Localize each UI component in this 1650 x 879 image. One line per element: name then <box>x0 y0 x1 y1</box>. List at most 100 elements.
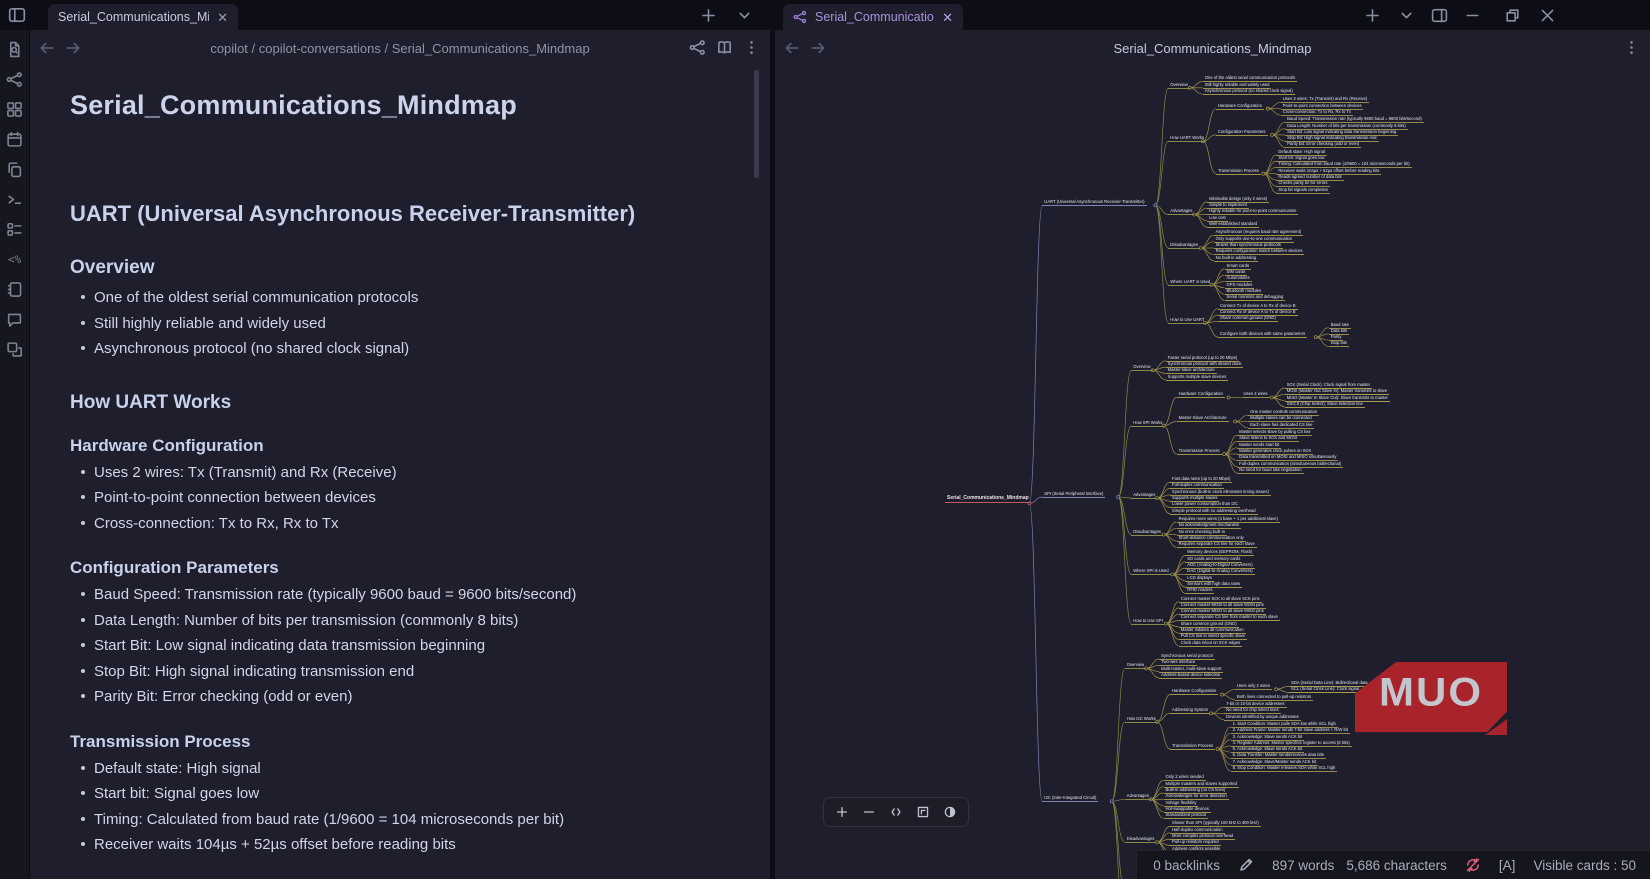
calendar-icon[interactable] <box>6 131 23 148</box>
mindmap-node[interactable]: Overview <box>1124 662 1147 670</box>
frame-button[interactable] <box>912 801 934 823</box>
notebook-icon[interactable] <box>6 281 23 298</box>
mindmap-node[interactable]: 4. Register Address: Master specifies re… <box>1230 739 1352 747</box>
mindmap-node[interactable]: Master-slave architecture <box>1165 367 1217 375</box>
mindmap-node[interactable]: Synchronous serial protocol <box>1159 652 1215 660</box>
mindmap-node[interactable]: Data bits <box>1328 327 1350 335</box>
mindmap-node[interactable]: Parity Bit: Error checking (odd or even) <box>1285 141 1362 149</box>
mindmap-node[interactable]: Well-established standard <box>1207 221 1260 228</box>
mindmap-node[interactable]: Devices identified by unique addresses <box>1224 713 1301 721</box>
mindmap-node[interactable]: Sensors with high data rates <box>1185 580 1243 588</box>
mindmap-node[interactable]: Slower than SPI (typically 100 kHz to 40… <box>1170 820 1261 828</box>
mindmap-node[interactable]: Full-duplex communication <box>1170 482 1224 490</box>
sync-off-icon[interactable] <box>1465 857 1481 873</box>
more-options-icon[interactable] <box>743 39 760 56</box>
mindmap-node[interactable]: SD cards and memory cards <box>1185 555 1243 563</box>
mindmap-node[interactable]: Receiver waits 104µs + 52µs offset befor… <box>1276 167 1382 175</box>
mindmap-node[interactable]: DAC (Digital-to-Analog Converters) <box>1185 568 1255 576</box>
mindmap-root-node[interactable]: Serial_Communications_Mindmap <box>945 494 1031 503</box>
mindmap-node[interactable]: Connect Rx of device A to Tx of device B <box>1218 308 1298 316</box>
mindmap-node[interactable]: Requires separate CS line for each slave <box>1176 541 1257 549</box>
mindmap-node[interactable]: How UART Works <box>1168 135 1207 143</box>
window-close-button[interactable] <box>1539 7 1556 24</box>
mindmap-node[interactable]: Still highly reliable and widely used <box>1202 81 1272 89</box>
mindmap-node[interactable]: Slave listens to SCK and MOSI <box>1237 435 1300 443</box>
mindmap-node[interactable]: Overview <box>1131 364 1153 372</box>
mindmap-node[interactable]: How SPI Works <box>1131 419 1165 427</box>
mindmap-node[interactable]: 7-bit or 10-bit device addresses <box>1224 701 1287 708</box>
mindmap-node[interactable]: Supports multiple slaves <box>1170 495 1220 502</box>
mindmap-node[interactable]: Connect master SCK to all slave SCK pins <box>1178 595 1262 603</box>
mindmap-node[interactable]: Two-wire interface <box>1159 659 1198 667</box>
mindmap-node[interactable]: No built-in addressing <box>1213 254 1259 262</box>
mindmap-node[interactable]: Multiple masters and slaves supported <box>1163 780 1239 788</box>
back-arrow-icon[interactable] <box>38 39 56 57</box>
tab-document[interactable]: Serial_Communications_Mi... ✕ <box>48 4 238 30</box>
mindmap-node[interactable]: I2C (Inter-Integrated Circuit) <box>1042 795 1099 803</box>
mindmap-node[interactable]: Requires configuration match between dev… <box>1213 248 1305 256</box>
mindmap-node[interactable]: Uses only 2 wires <box>1235 683 1272 691</box>
mindmap-node[interactable]: Master sends start bit <box>1237 441 1282 449</box>
mindmap-node[interactable]: Stop bit signals completion <box>1276 186 1331 194</box>
mindmap-node[interactable]: Highly reliable for point-to-point commu… <box>1207 208 1299 216</box>
mindmap-node[interactable]: Reads agreed number of data bits <box>1276 173 1344 181</box>
mindmap-node[interactable]: Where UART is Used <box>1168 278 1213 286</box>
mindmap-node[interactable]: Only supports one-to-one communication <box>1213 235 1295 243</box>
backlinks-count[interactable]: 0 backlinks <box>1153 857 1221 873</box>
pane-divider[interactable] <box>770 30 775 879</box>
zoom-out-button[interactable] <box>858 801 880 823</box>
window-minimize-button[interactable] <box>1464 7 1481 24</box>
mindmap-node[interactable]: SS/CS (Chip Select): Slave selection lin… <box>1284 400 1365 408</box>
window-restore-button[interactable] <box>1504 7 1521 24</box>
mindmap-node[interactable]: Transmission Process <box>1176 447 1222 455</box>
mindmap-node[interactable]: Voltage flexibility <box>1163 799 1199 807</box>
mindmap-node[interactable]: Advantages <box>1131 491 1158 499</box>
mindmap-node[interactable]: One of the oldest serial communication p… <box>1202 75 1298 83</box>
mindmap-node[interactable]: Requires more wires (4 base + 1 per addi… <box>1176 515 1280 523</box>
mindmap-node[interactable]: Asynchronous protocol (no shared clock s… <box>1202 88 1295 95</box>
mindmap-node[interactable]: Bluetooth modules <box>1224 288 1264 295</box>
forward-arrow-icon[interactable] <box>809 39 827 57</box>
mindmap-node[interactable]: Low cost <box>1207 214 1228 222</box>
mindmap-node[interactable]: Checks parity bit for errors <box>1276 180 1330 188</box>
mindmap-node[interactable]: Connect master MOSI to all slave MOSI pi… <box>1178 601 1266 609</box>
mindmap-node[interactable]: ADC (Analog-to-Digital Converters) <box>1185 562 1255 569</box>
mindmap-node[interactable]: Half-duplex communication <box>1170 826 1225 834</box>
mindmap-node[interactable]: Both lines connected to pull-up resistor… <box>1235 693 1314 701</box>
mindmap-node[interactable]: How to Use SPI <box>1131 617 1165 625</box>
file-search-icon[interactable] <box>6 41 23 58</box>
contrast-button[interactable] <box>939 801 961 823</box>
mindmap-node[interactable]: Hardware Configuration <box>1170 688 1219 696</box>
mindmap-node[interactable]: MISO (Master In Slave Out): Slave transm… <box>1284 394 1390 402</box>
mindmap-node[interactable]: Master initiates all communication <box>1178 627 1246 634</box>
mindmap-node[interactable]: 1. Start Condition: Master pulls SDA low… <box>1230 720 1338 728</box>
mindmap-node[interactable]: 8. Stop Condition: Master releases SDA w… <box>1230 765 1338 772</box>
mindmap-node[interactable]: Share common ground (GND) <box>1218 315 1278 323</box>
left-sidebar-toggle-icon[interactable] <box>8 6 26 24</box>
mindmap-node[interactable]: Connect Tx of device A to Rx of device B <box>1218 302 1298 310</box>
forward-arrow-icon[interactable] <box>64 39 82 57</box>
mindmap-node[interactable]: Advantages <box>1124 793 1151 801</box>
mindmap-node[interactable]: Each slave has dedicated CS line <box>1248 421 1315 429</box>
mindmap-node[interactable]: LCD displays <box>1185 574 1214 582</box>
mindmap-node[interactable]: How I2C Works <box>1124 715 1158 723</box>
mindmap-node[interactable]: Data Length: Number of bits per transmis… <box>1285 122 1408 130</box>
mindmap-node[interactable]: Synchronous (built-in clock eliminates t… <box>1170 488 1271 496</box>
mindmap-node[interactable]: Minimalist design (only 2 wires) <box>1207 195 1270 203</box>
tab-list-chevron-icon-right[interactable] <box>1398 7 1415 24</box>
mindmap-node[interactable]: No need for chip select lines <box>1224 707 1281 715</box>
list-form-icon[interactable] <box>6 221 23 238</box>
mindmap-node[interactable]: Uses 2 wires: Tx (Transmit) and Rx (Rece… <box>1280 96 1370 104</box>
mindmap-node[interactable]: Cross-connection: Tx to Rx, Rx to Tx <box>1280 108 1354 116</box>
mindmap-node[interactable]: Simple protocol with no addressing overh… <box>1170 507 1258 515</box>
tab-close-icon[interactable]: ✕ <box>942 9 953 25</box>
mindmap-node[interactable]: Overview <box>1168 81 1190 89</box>
mindmap-node[interactable]: Connect separate CS line from master to … <box>1178 614 1280 622</box>
mindmap-node[interactable]: GPS modules <box>1224 281 1255 289</box>
mindmap-node[interactable]: Automobiles <box>1224 275 1252 283</box>
mindmap-node[interactable]: Simple to implement <box>1207 202 1250 210</box>
mindmap-node[interactable]: Master generates clock pulses on SCK <box>1237 447 1314 455</box>
layout-grid-icon[interactable] <box>6 101 23 118</box>
mindmap-node[interactable]: SDA (Serial Data Line): Bidirectional da… <box>1289 680 1370 688</box>
duplicate-icon[interactable] <box>6 341 23 358</box>
